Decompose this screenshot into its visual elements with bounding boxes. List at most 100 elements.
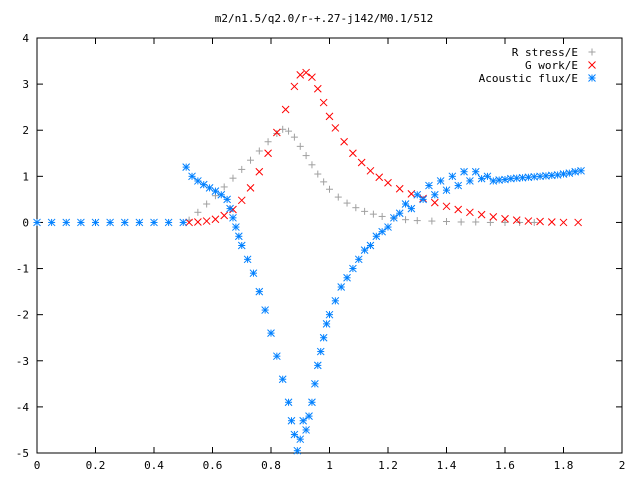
data-point: [495, 176, 504, 184]
data-point: [164, 218, 173, 227]
data-point: [343, 273, 351, 282]
data-point: [334, 193, 342, 201]
legend-marker: [588, 61, 596, 69]
data-point: [220, 183, 228, 191]
data-point: [299, 416, 308, 425]
data-point: [489, 213, 498, 221]
data-point: [302, 426, 310, 434]
data-point: [472, 218, 480, 226]
data-point: [442, 186, 451, 195]
data-point: [536, 172, 544, 181]
data-point: [202, 217, 211, 225]
data-point: [47, 218, 56, 227]
data-point: [457, 218, 465, 226]
x-tick-label: 1.4: [437, 459, 457, 472]
data-point: [361, 207, 369, 215]
data-point: [340, 137, 348, 146]
data-point: [220, 211, 229, 220]
data-point: [530, 172, 539, 181]
data-point: [314, 170, 322, 178]
data-point: [430, 198, 439, 207]
data-point: [223, 195, 231, 204]
data-point: [524, 173, 533, 182]
data-point: [311, 379, 319, 388]
data-point: [226, 204, 234, 213]
data-point: [325, 112, 334, 121]
data-point: [308, 161, 316, 169]
data-point: [460, 167, 468, 176]
data-point: [337, 283, 346, 291]
data-point: [232, 223, 240, 231]
y-tick-label: 4: [22, 32, 29, 45]
data-point: [296, 142, 304, 150]
data-point: [428, 217, 436, 225]
data-point: [194, 218, 202, 226]
data-point: [150, 218, 158, 227]
data-point: [524, 217, 533, 225]
data-marks: [33, 68, 585, 455]
legend-label: Acoustic flux/E: [479, 72, 578, 85]
data-point: [436, 177, 445, 185]
x-tick-label: 0.6: [203, 459, 223, 472]
data-point: [466, 177, 474, 185]
data-point: [313, 361, 322, 370]
data-point: [559, 218, 568, 227]
data-point: [518, 173, 527, 182]
data-point: [547, 171, 556, 180]
data-point: [454, 205, 463, 214]
data-point: [389, 213, 398, 222]
y-tick-label: 0: [22, 216, 29, 229]
data-point: [401, 200, 410, 208]
data-point: [354, 255, 363, 264]
data-point: [264, 149, 272, 158]
legend-label: G work/E: [525, 59, 578, 72]
data-point: [247, 156, 255, 164]
data-point: [290, 133, 298, 141]
data-point: [565, 169, 574, 177]
data-point: [360, 246, 369, 254]
data-point: [349, 264, 357, 273]
data-point: [234, 232, 243, 241]
data-point: [357, 158, 366, 167]
data-point: [483, 172, 492, 181]
data-point: [352, 204, 360, 212]
data-point: [419, 195, 427, 204]
x-tick-label: 1: [326, 459, 333, 472]
legend-marker: [588, 74, 596, 82]
data-point: [325, 310, 334, 319]
data-point: [343, 199, 351, 207]
x-tick-label: 0.2: [86, 459, 106, 472]
data-point: [316, 347, 325, 356]
data-point: [366, 241, 375, 250]
x-tick-label: 0: [34, 459, 41, 472]
data-point: [278, 375, 287, 384]
data-point: [194, 177, 202, 185]
data-point: [285, 127, 293, 135]
data-point: [33, 218, 41, 227]
data-point: [281, 105, 290, 114]
data-point: [542, 172, 550, 180]
y-tick-label: 2: [22, 124, 29, 137]
y-tick-label: -5: [16, 447, 29, 460]
data-point: [378, 212, 386, 220]
data-point: [273, 129, 281, 137]
data-point: [331, 124, 340, 132]
data-point: [471, 167, 480, 176]
data-point: [305, 412, 313, 420]
data-point: [290, 430, 299, 439]
data-point: [308, 73, 316, 82]
data-point: [369, 210, 377, 218]
data-point: [547, 218, 556, 226]
chart-title: m2/n1.5/q2.0/r-+.27-j142/M0.1/512: [215, 12, 434, 25]
data-point: [188, 172, 196, 181]
data-point: [402, 216, 410, 224]
data-point: [255, 167, 264, 176]
data-point: [395, 209, 404, 218]
data-point: [413, 190, 422, 199]
data-point: [501, 218, 509, 226]
data-point: [349, 149, 357, 158]
x-tick-label: 0.8: [261, 459, 281, 472]
data-point: [203, 200, 211, 208]
data-point: [395, 184, 404, 193]
